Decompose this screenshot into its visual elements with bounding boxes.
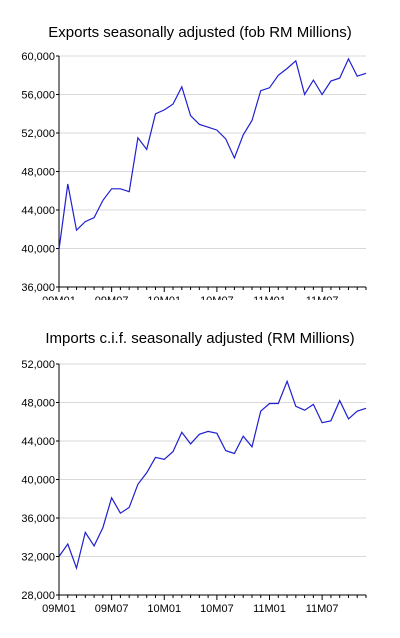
x-tick-label: 11M01 — [253, 603, 286, 615]
series-line — [58, 57, 367, 250]
x-tick-label: 11M07 — [306, 603, 339, 615]
x-tick-label: 09M07 — [95, 603, 129, 615]
x-tick-label: 09M01 — [42, 295, 76, 300]
x-tick-label: 09M07 — [95, 295, 129, 300]
x-tick-label: 10M07 — [200, 603, 234, 615]
x-tick-label: 10M07 — [200, 295, 234, 300]
chart-title: Imports c.i.f. seasonally adjusted (RM M… — [45, 330, 355, 347]
y-tick-label: 44,000 — [21, 436, 55, 448]
y-tick-label: 40,000 — [21, 244, 55, 256]
y-tick-label: 36,000 — [21, 282, 55, 294]
y-tick-label: 52,000 — [21, 128, 55, 140]
exports-chart: Exports seasonally adjusted (fob RM Mill… — [0, 0, 400, 300]
x-tick-label: 11M01 — [253, 295, 286, 300]
y-tick-label: 32,000 — [21, 552, 55, 564]
y-tick-label: 60,000 — [21, 51, 55, 63]
x-tick-label: 09M01 — [42, 603, 76, 615]
y-tick-label: 48,000 — [21, 167, 55, 179]
imports-plot: 28,000 32,000 36,000 40,000 44,000 48,000 52,0… — [21, 359, 367, 615]
x-tick-label: 10M01 — [147, 603, 181, 615]
imports-chart: Imports c.i.f. seasonally adjusted (RM M… — [0, 318, 400, 618]
y-tick-label: 44,000 — [21, 205, 55, 217]
x-tick-label: 11M07 — [306, 295, 339, 300]
y-tick-label: 36,000 — [21, 513, 55, 525]
y-tick-label: 40,000 — [21, 475, 55, 487]
y-tick-label: 52,000 — [21, 359, 55, 371]
y-tick-label: 48,000 — [21, 398, 55, 410]
x-tick-label: 10M01 — [147, 295, 181, 300]
exports-plot: 36,000 40,000 44,000 48,000 52,000 56,000 60,0… — [21, 51, 367, 300]
series-line — [58, 379, 367, 571]
chart-title: Exports seasonally adjusted (fob RM Mill… — [48, 24, 352, 41]
y-tick-label: 56,000 — [21, 90, 55, 102]
y-tick-label: 28,000 — [21, 590, 55, 602]
